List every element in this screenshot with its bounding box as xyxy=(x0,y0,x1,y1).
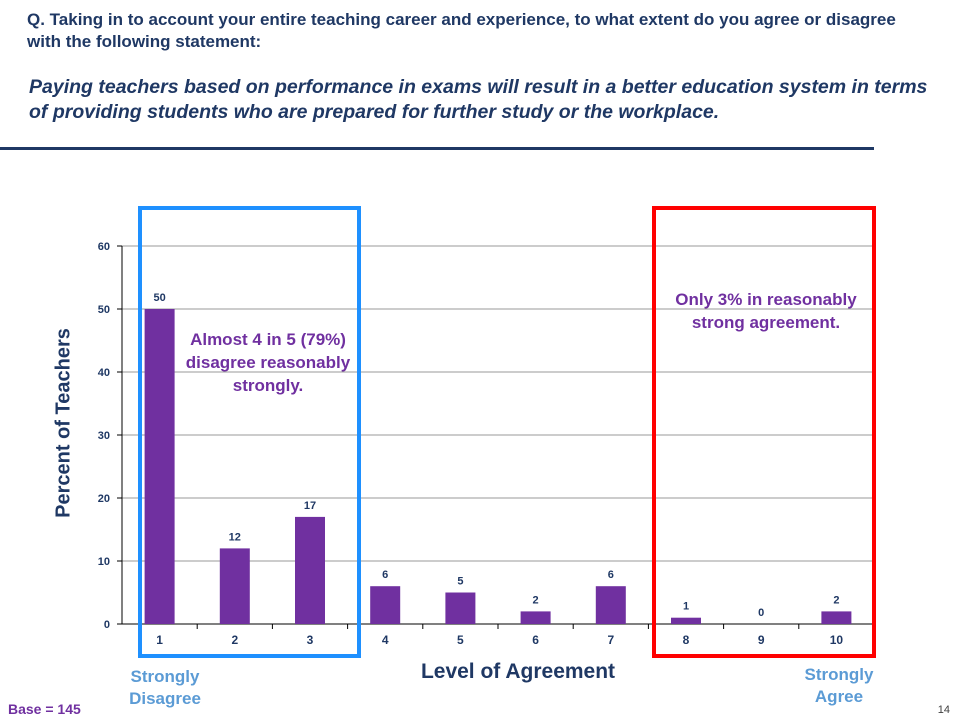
gridlines xyxy=(117,245,875,629)
agree-callout: Only 3% in reasonably strong agreement. xyxy=(675,290,857,332)
bar xyxy=(595,586,626,624)
x-tick-label: 1 xyxy=(156,633,163,647)
y-tick-labels: 0 10 20 30 40 50 60 xyxy=(98,241,110,631)
bar-value-label: 12 xyxy=(229,531,241,543)
question-text: Q. Taking in to account your entire teac… xyxy=(27,10,896,51)
strongly-disagree-label: Strongly Disagree xyxy=(129,667,201,708)
y-tick-label: 40 xyxy=(98,367,110,379)
agree-highlight-box xyxy=(652,206,876,658)
y-axis-label: Percent of Teachers xyxy=(52,328,75,518)
bar-value-label: 6 xyxy=(608,569,614,581)
x-tick-label: 4 xyxy=(382,633,389,647)
x-tick-label: 6 xyxy=(532,633,539,647)
x-tick-label: 3 xyxy=(307,633,314,647)
y-tick-label: 30 xyxy=(98,430,110,442)
bar xyxy=(821,611,852,624)
x-tick-label: 8 xyxy=(683,633,690,647)
x-tick-label: 7 xyxy=(607,633,614,647)
bar xyxy=(370,586,401,624)
disagree-callout: Almost 4 in 5 (79%) disagree reasonably … xyxy=(185,330,351,395)
bar-value-label: 5 xyxy=(457,576,463,588)
bar-value-label: 50 xyxy=(153,292,165,304)
bar-value-label: 0 xyxy=(758,607,764,619)
disagree-highlight-box xyxy=(138,206,361,658)
y-tick-label: 0 xyxy=(104,619,110,631)
y-tick-label: 50 xyxy=(98,304,110,316)
title-divider xyxy=(0,147,874,150)
bar xyxy=(295,516,325,624)
x-tick-label: 2 xyxy=(231,633,238,647)
bar xyxy=(671,617,701,624)
bar-value-label: 6 xyxy=(382,569,388,581)
bar xyxy=(520,611,551,624)
x-tick-label: 10 xyxy=(830,633,844,647)
y-tick-label: 20 xyxy=(98,493,110,505)
bar-value-label: 1 xyxy=(683,601,689,613)
bar xyxy=(219,548,250,624)
x-tick-label: 5 xyxy=(457,633,464,647)
bar-value-label: 2 xyxy=(533,594,539,606)
strongly-agree-label: Strongly Agree xyxy=(804,665,874,706)
base-note: Base = 145 xyxy=(8,701,81,717)
bar xyxy=(445,592,476,624)
x-tick-labels: 1 2 3 4 5 6 7 8 9 10 xyxy=(156,633,843,647)
x-tick-label: 9 xyxy=(758,633,765,647)
bar-value-label: 17 xyxy=(304,500,316,512)
bar-value-label: 2 xyxy=(833,594,839,606)
bar xyxy=(144,309,175,624)
bars xyxy=(144,309,852,624)
y-tick-label: 10 xyxy=(98,556,110,568)
x-axis-label: Level of Agreement xyxy=(420,660,616,683)
page-number: 14 xyxy=(937,704,950,716)
y-tick-label: 60 xyxy=(98,241,110,253)
statement-text: Paying teachers based on performance in … xyxy=(29,76,928,123)
